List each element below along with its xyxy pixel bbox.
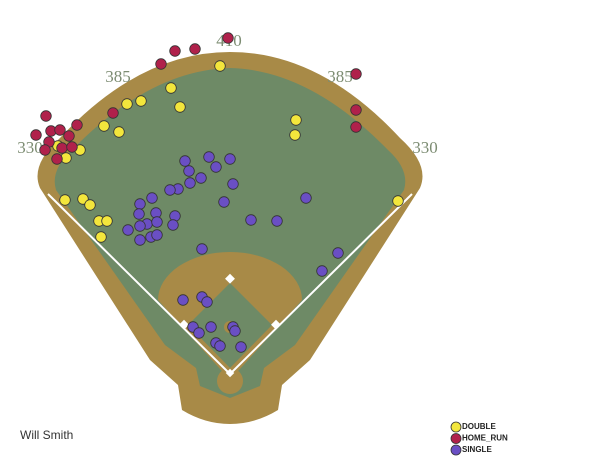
hit-point bbox=[214, 340, 226, 352]
hit-point bbox=[184, 177, 196, 189]
hit-point bbox=[350, 121, 362, 133]
hit-point bbox=[30, 129, 42, 141]
hit-point bbox=[193, 327, 205, 339]
hit-point bbox=[71, 119, 83, 131]
base bbox=[179, 319, 189, 330]
hit-point bbox=[235, 341, 247, 353]
hit-point bbox=[63, 130, 75, 142]
legend-label: HOME_RUN bbox=[462, 434, 508, 443]
hit-point bbox=[205, 321, 217, 333]
hit-point bbox=[151, 229, 163, 241]
hit-point bbox=[95, 231, 107, 243]
foul-line bbox=[47, 193, 231, 375]
hit-point bbox=[121, 98, 133, 110]
hit-point bbox=[300, 192, 312, 204]
hit-point bbox=[183, 165, 195, 177]
hit-point bbox=[98, 120, 110, 132]
hit-point bbox=[189, 43, 201, 55]
hit-point bbox=[203, 151, 215, 163]
hit-point bbox=[134, 220, 146, 232]
hit-point bbox=[134, 198, 146, 210]
hit-point bbox=[289, 129, 301, 141]
hit-point bbox=[151, 216, 163, 228]
hit-point bbox=[227, 178, 239, 190]
hit-point bbox=[59, 194, 71, 206]
hit-point bbox=[167, 219, 179, 231]
field bbox=[37, 52, 423, 424]
home-plate bbox=[225, 368, 235, 378]
hit-point bbox=[51, 153, 63, 165]
chart-title: Will Smith bbox=[20, 428, 73, 442]
hit-point bbox=[135, 95, 147, 107]
base bbox=[225, 273, 235, 284]
hit-point bbox=[177, 294, 189, 306]
hit-point bbox=[146, 192, 158, 204]
base bbox=[271, 319, 281, 330]
hit-point bbox=[210, 161, 222, 173]
hit-point bbox=[350, 68, 362, 80]
hit-point bbox=[229, 325, 241, 337]
hit-point bbox=[66, 141, 78, 153]
hit-point bbox=[316, 265, 328, 277]
hit-point bbox=[224, 153, 236, 165]
hit-point bbox=[350, 104, 362, 116]
distance-label: 385 bbox=[327, 67, 353, 86]
hit-point bbox=[134, 234, 146, 246]
hit-point bbox=[222, 32, 234, 44]
hit-point bbox=[133, 208, 145, 220]
hit-point bbox=[174, 101, 186, 113]
hit-point bbox=[195, 172, 207, 184]
hit-point bbox=[107, 107, 119, 119]
hit-point bbox=[56, 142, 68, 154]
home-dirt bbox=[217, 368, 243, 394]
hit-point bbox=[39, 144, 51, 156]
legend-label: DOUBLE bbox=[462, 422, 496, 431]
hit-point bbox=[201, 296, 213, 308]
legend-label: SINGLE bbox=[462, 445, 492, 454]
legend-marker bbox=[450, 433, 462, 444]
hit-point bbox=[165, 82, 177, 94]
hit-point bbox=[179, 155, 191, 167]
hit-point bbox=[169, 45, 181, 57]
hit-point bbox=[392, 195, 404, 207]
distance-label: 330 bbox=[17, 138, 43, 157]
hit-point bbox=[196, 243, 208, 255]
hit-point bbox=[332, 247, 344, 259]
hit-point bbox=[290, 114, 302, 126]
distance-label: 385 bbox=[105, 67, 131, 86]
legend-marker bbox=[450, 444, 462, 456]
hit-point bbox=[84, 199, 96, 211]
hit-point bbox=[214, 60, 226, 72]
outfield-grass bbox=[54, 68, 406, 398]
hit-point bbox=[155, 58, 167, 70]
hit-point bbox=[54, 124, 66, 136]
hit-point bbox=[113, 126, 125, 138]
hit-point bbox=[245, 214, 257, 226]
hit-point bbox=[271, 215, 283, 227]
legend-marker bbox=[450, 421, 462, 433]
foul-line bbox=[229, 193, 413, 375]
hit-point bbox=[164, 184, 176, 196]
hit-point bbox=[218, 196, 230, 208]
hit-point bbox=[122, 224, 134, 236]
hit-point bbox=[40, 110, 52, 122]
distance-label: 330 bbox=[412, 138, 438, 157]
hit-point bbox=[101, 215, 113, 227]
